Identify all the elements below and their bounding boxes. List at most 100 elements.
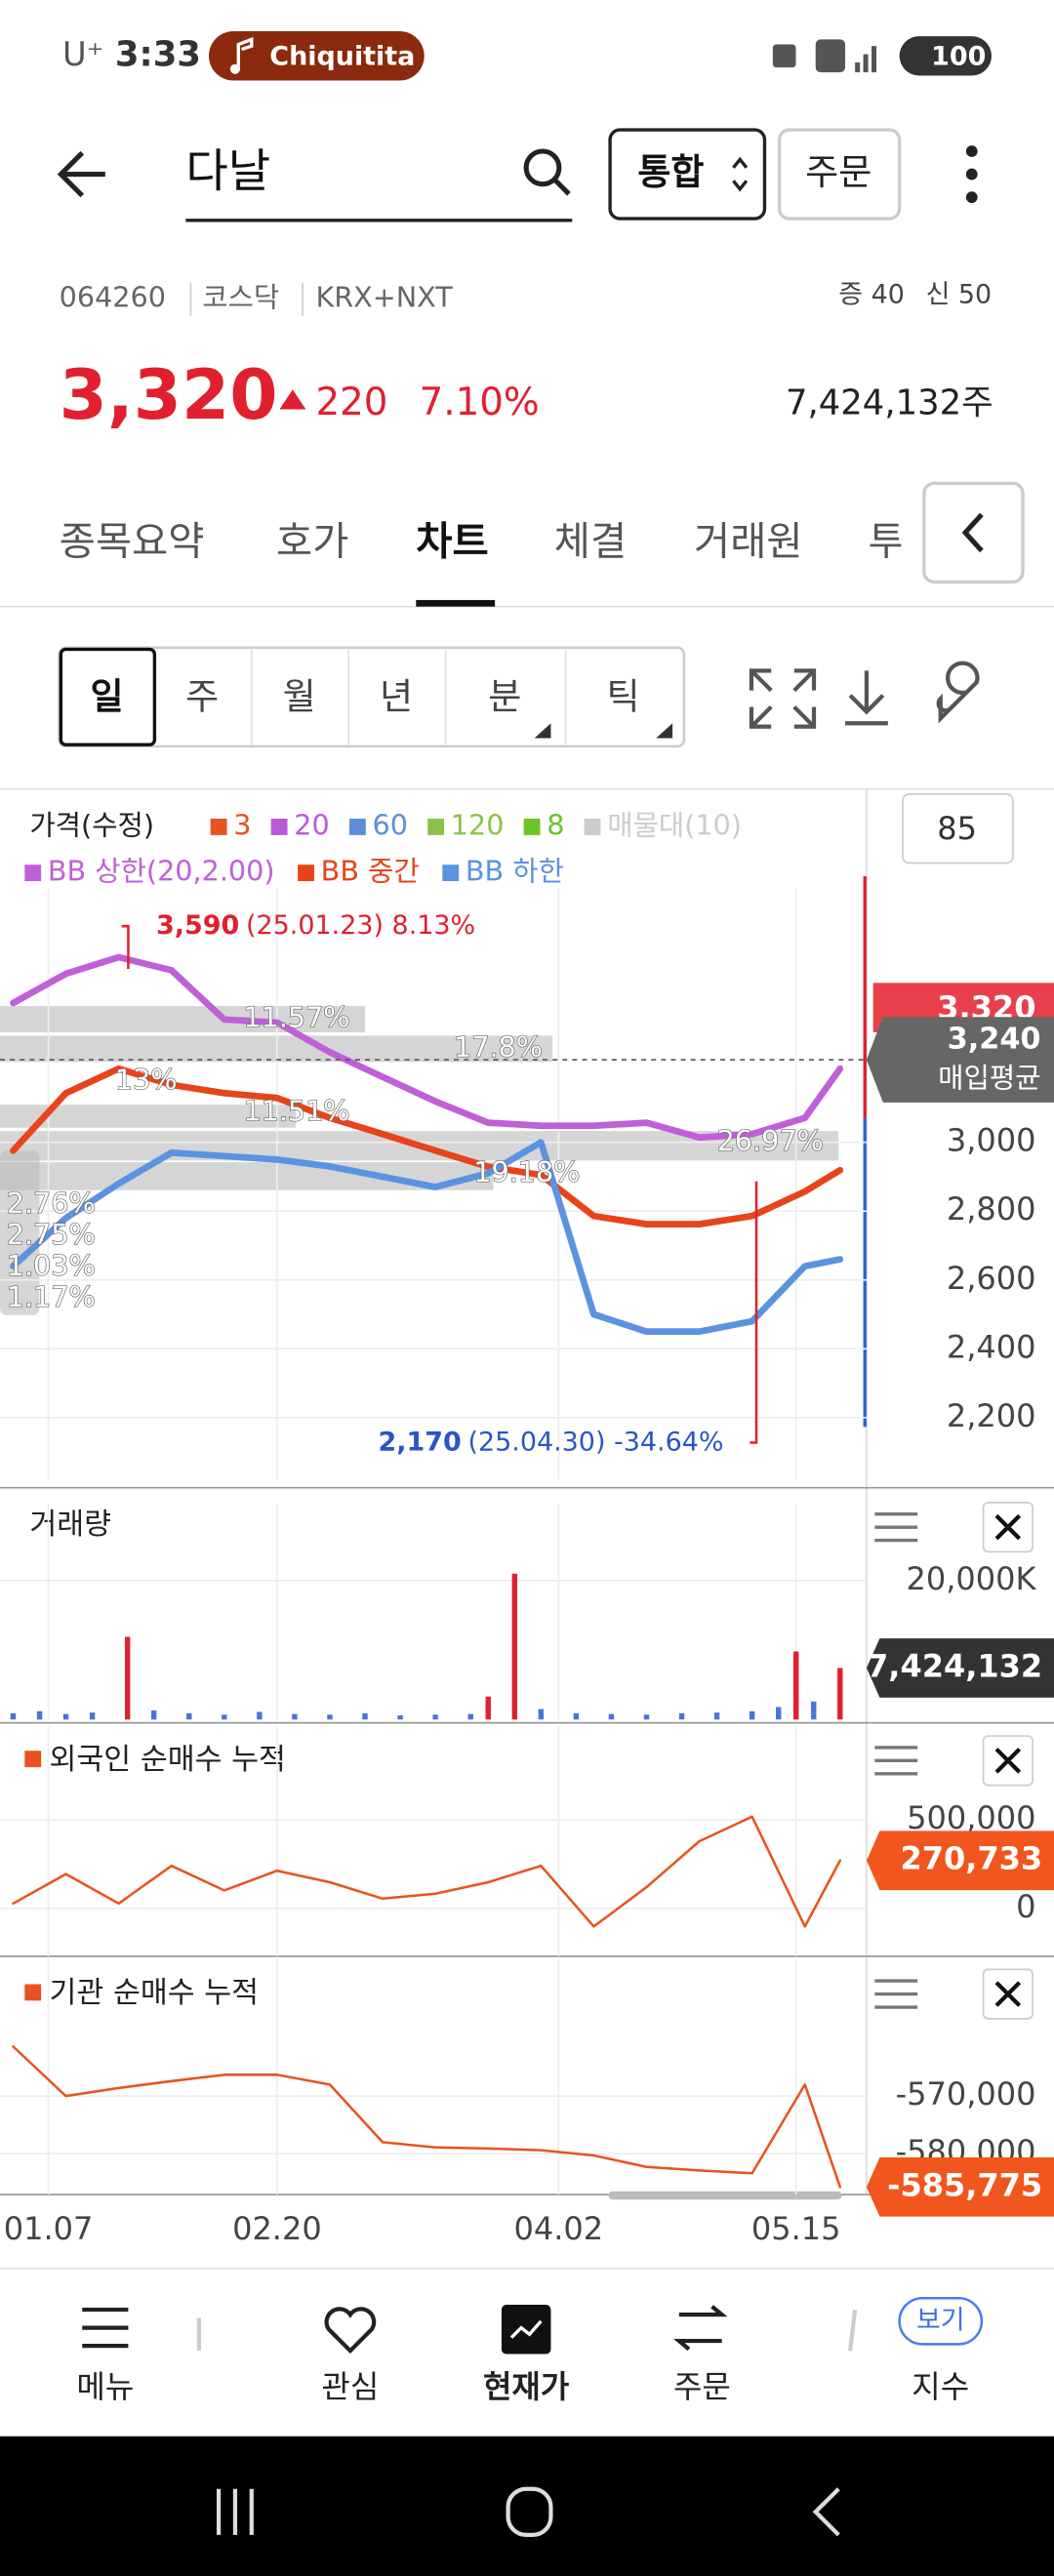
legend-swatch [298, 865, 314, 882]
volume-bar [10, 1712, 17, 1720]
overlay-label: 19.18% [473, 1155, 580, 1188]
volume-bar [327, 1714, 333, 1720]
tab[interactable]: 거래원 [694, 518, 803, 565]
high-value: 3,590 [156, 910, 239, 941]
tab[interactable]: 차트 [416, 518, 488, 565]
tab[interactable]: 종목요약 [60, 518, 205, 565]
avg-price-label: 3,240 [948, 1022, 1041, 1056]
low-label: 2,170 (25.04.30) -34.64% [379, 1427, 724, 1457]
volume-bar [678, 1712, 685, 1720]
nav-item[interactable]: 메뉴 [76, 2368, 134, 2405]
price-line [10, 1065, 844, 1228]
credit-rate: 신 50 [926, 280, 993, 310]
nav-item[interactable]: 주문 [673, 2368, 731, 2405]
order-button[interactable] [777, 128, 902, 221]
last-value-tag [866, 1831, 1054, 1891]
last-value-label: 7,424,132 [867, 1647, 1042, 1684]
flow-line [12, 2045, 842, 2189]
music-pill[interactable] [208, 31, 425, 81]
bottom-nav: 메뉴 관심 현재가 주문 지수 [76, 2368, 969, 2405]
volume-bar [608, 1713, 615, 1720]
high-detail: (25.01.23) 8.13% [246, 910, 475, 941]
battery [899, 36, 992, 76]
legend-swatch [270, 819, 288, 835]
tab[interactable]: 투 [869, 518, 905, 565]
volume-bar [485, 1696, 491, 1720]
legend-swatch [348, 819, 366, 835]
status-icons [772, 39, 877, 73]
volume-bar [793, 1651, 799, 1720]
side-handle[interactable] [0, 1150, 40, 1315]
settings-button[interactable] [936, 661, 980, 724]
tab[interactable]: 호가 [276, 518, 348, 565]
period-button[interactable]: 주 [185, 676, 219, 718]
change-percent: 7.10% [420, 381, 540, 424]
overlay-label: 17.8% [454, 1030, 543, 1064]
y-tick-label: 2,800 [947, 1190, 1036, 1228]
more-button[interactable] [965, 145, 978, 204]
panel-menu[interactable] [874, 1511, 918, 2009]
back-button[interactable] [57, 150, 105, 198]
y-tick-label: -570,000 [896, 2075, 1036, 2113]
mode-button[interactable] [608, 128, 767, 221]
volume-bar [124, 1636, 131, 1720]
indicator-count: 85 [937, 810, 977, 847]
volume-bar [36, 1711, 43, 1720]
legend-label: BB 중간 [321, 855, 420, 888]
legend-label: 8 [547, 808, 564, 841]
legend-swatch [442, 865, 460, 882]
download-button[interactable] [845, 670, 888, 726]
nav-badge [898, 2297, 984, 2346]
period-selected [59, 647, 157, 746]
low-detail: (25.04.30) -34.64% [467, 1427, 723, 1457]
volume-bar [467, 1713, 473, 1720]
x-tick-label: 04.02 [514, 2210, 604, 2247]
search-field[interactable]: 다날 [185, 145, 270, 199]
period-button[interactable]: 월 [283, 676, 316, 718]
price-line [10, 1139, 844, 1336]
period-button[interactable]: 분 [488, 676, 521, 718]
last-value-label: 270,733 [900, 1840, 1042, 1877]
legend-label: BB 상한(20,2.00) [48, 855, 275, 888]
indicator-count-box[interactable] [902, 792, 1014, 865]
chart-title: 가격(수정) [29, 808, 154, 841]
tab-bar: 종목요약 호가 차트 체결 거래원 투 [60, 518, 905, 565]
y-tick-label: 2,200 [947, 1397, 1036, 1434]
volume-bar [811, 1701, 817, 1720]
legend-label: 120 [451, 808, 505, 841]
last-value-tag [866, 1638, 1054, 1698]
volume-bar [89, 1712, 96, 1720]
period-button[interactable]: 일 [90, 676, 123, 718]
close-icon [994, 1513, 1022, 2007]
expand-button[interactable] [749, 668, 817, 729]
nav-current-icon [501, 2305, 551, 2355]
volume-bar [397, 1714, 403, 1720]
low-value: 2,170 [379, 1427, 462, 1457]
y-tick-label: 3,000 [947, 1122, 1036, 1159]
volume-profile [0, 1006, 839, 1190]
period-button[interactable]: 틱 [607, 676, 640, 718]
nav-item[interactable]: 관심 [321, 2368, 379, 2405]
collapse-button[interactable] [922, 481, 1025, 584]
mode-arrows [732, 156, 749, 192]
volume-bar [749, 1711, 755, 1720]
order-label: 주문 [805, 151, 872, 193]
nav-item[interactable]: 현재가 [483, 2368, 569, 2405]
nav-current-glyph [509, 2319, 543, 2339]
system-buttons[interactable] [216, 2486, 840, 2537]
tab[interactable]: 체결 [554, 518, 627, 565]
volume-bar [837, 1668, 843, 1720]
note-icon [236, 37, 254, 69]
period-button[interactable]: 년 [380, 676, 413, 718]
nav-item[interactable]: 지수 [912, 2368, 969, 2405]
carrier: U⁺ [62, 35, 103, 73]
overlay-label: 26.97% [717, 1124, 824, 1157]
scrollbar [608, 2191, 842, 2200]
last-value-tag [866, 2156, 1054, 2217]
overlay-label: 1.03% [7, 1249, 96, 1282]
volume-bar [432, 1714, 438, 1720]
volume-bar [511, 1573, 517, 1720]
search-button[interactable] [523, 148, 571, 196]
venue: KRX+NXT [315, 281, 453, 314]
legend-swatch [210, 819, 227, 835]
